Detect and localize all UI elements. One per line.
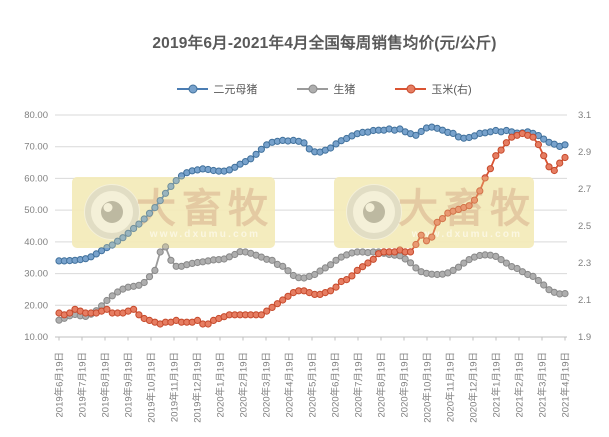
- legend-item-hog: 生猪: [297, 81, 355, 97]
- eye-logo-icon: [84, 184, 140, 240]
- svg-text:2.5: 2.5: [578, 221, 591, 232]
- svg-text:2.1: 2.1: [578, 295, 591, 306]
- legend-label-hog: 生猪: [333, 84, 356, 96]
- series-sow-price: [55, 123, 569, 265]
- sow-line-marker-icon: [177, 84, 209, 94]
- svg-text:2020年4月19日: 2020年4月19日: [284, 352, 296, 417]
- svg-text:10.00: 10.00: [24, 332, 48, 343]
- svg-text:2020年11月19日: 2020年11月19日: [445, 352, 457, 422]
- legend-label-sow: 二元母猪: [213, 84, 258, 96]
- svg-text:70.00: 70.00: [24, 142, 48, 153]
- svg-text:2020年3月19日: 2020年3月19日: [261, 352, 273, 417]
- svg-text:30.00: 30.00: [24, 269, 48, 280]
- watermark-veil: [334, 177, 534, 248]
- svg-text:2.3: 2.3: [578, 258, 591, 269]
- y-axis-labels: 80.00 70.00 60.00 50.00 40.00 30.00 20.00 10.00…: [24, 110, 591, 343]
- svg-text:2021年4月19日: 2021年4月19日: [560, 352, 572, 417]
- svg-text:2.7: 2.7: [578, 184, 591, 195]
- svg-text:www.dxumu.com: www.dxumu.com: [149, 229, 260, 240]
- svg-text:2020年5月19日: 2020年5月19日: [307, 352, 319, 417]
- eye-logo-icon: [346, 184, 402, 240]
- svg-text:2019年6月19日: 2019年6月19日: [54, 352, 66, 417]
- svg-text:2019年11月19日: 2019年11月19日: [169, 352, 181, 422]
- svg-text:2020年6月19日: 2020年6月19日: [330, 352, 342, 417]
- svg-text:2019年12月19日: 2019年12月19日: [192, 352, 204, 423]
- svg-text:2019年8月19日: 2019年8月19日: [100, 352, 112, 417]
- svg-text:2020年9月19日: 2020年9月19日: [399, 352, 411, 417]
- svg-text:1.9: 1.9: [578, 332, 591, 343]
- svg-text:80.00: 80.00: [24, 110, 48, 121]
- svg-text:60.00: 60.00: [24, 173, 48, 184]
- svg-text:2020年1月19日: 2020年1月19日: [215, 352, 227, 417]
- legend-item-corn: 玉米(右): [395, 81, 472, 97]
- chart-title: 2019年6月-2021年4月全国每周销售均价(元/公斤): [152, 35, 497, 52]
- legend: 二元母猪 生猪 玉米(右): [55, 81, 594, 97]
- x-axis: [55, 336, 567, 341]
- svg-text:40.00: 40.00: [24, 237, 48, 248]
- svg-text:2019年7月19日: 2019年7月19日: [77, 352, 89, 417]
- x-axis-labels: 2019年6月19日 2019年7月19日 2019年8月19日 2019年9月19日…: [54, 352, 572, 423]
- svg-text:2020年2月19日: 2020年2月19日: [238, 352, 250, 417]
- svg-text:20.00: 20.00: [24, 300, 48, 311]
- svg-text:50.00: 50.00: [24, 205, 48, 216]
- legend-item-sow: 二元母猪: [177, 81, 257, 97]
- svg-text:2021年1月19日: 2021年1月19日: [491, 352, 503, 417]
- svg-text:2020年8月19日: 2020年8月19日: [376, 352, 388, 417]
- watermark-veil: [72, 177, 275, 248]
- legend-label-corn: 玉米(右): [431, 84, 472, 96]
- svg-text:3.1: 3.1: [578, 110, 591, 121]
- svg-text:2.9: 2.9: [578, 147, 591, 158]
- hog-line-marker-icon: [297, 84, 329, 94]
- svg-text:2019年10月19日: 2019年10月19日: [146, 352, 158, 423]
- series-corn-price: [55, 129, 569, 328]
- svg-text:2021年2月19日: 2021年2月19日: [514, 352, 526, 417]
- svg-text:2021年3月19日: 2021年3月19日: [537, 352, 549, 417]
- svg-text:www.dxumu.com: www.dxumu.com: [411, 229, 522, 240]
- svg-text:2020年7月19日: 2020年7月19日: [353, 352, 365, 417]
- svg-text:2019年9月19日: 2019年9月19日: [123, 352, 135, 417]
- corn-line-marker-icon: [395, 84, 427, 94]
- svg-text:2020年10月19日: 2020年10月19日: [422, 352, 434, 423]
- svg-text:2020年12月19日: 2020年12月19日: [468, 352, 480, 423]
